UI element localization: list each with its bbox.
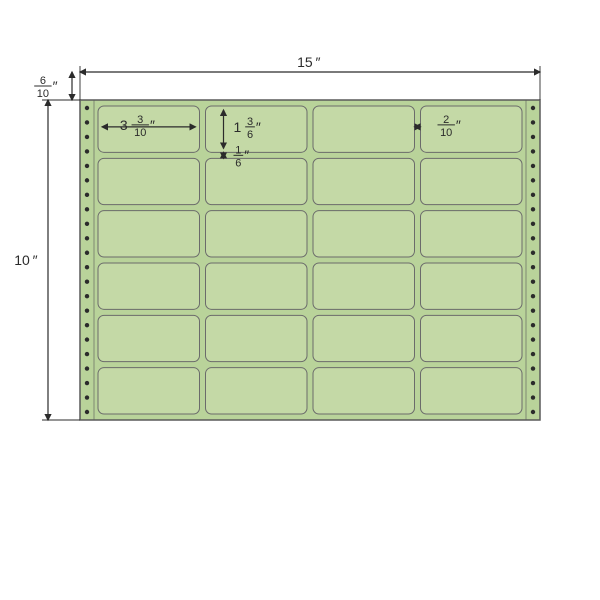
tractor-hole [85,164,89,168]
label-cell [206,368,308,414]
label-cell [313,263,415,309]
tractor-hole [531,149,535,153]
label-cell [421,211,523,257]
dim-den: 6 [235,157,241,169]
dim-den: 10 [134,127,146,139]
tractor-hole [85,207,89,211]
dimension-label: 10″ [14,252,37,268]
dim-den: 10 [440,127,452,139]
label-cell [98,106,200,152]
label-cell [421,263,523,309]
dimension-label: 15″ [297,54,320,70]
dim-suffix: ″ [256,119,261,135]
tractor-hole [85,366,89,370]
tractor-hole [85,193,89,197]
dim-den: 6 [247,129,253,141]
dim-whole: 3 [120,117,128,133]
tractor-hole [531,120,535,124]
label-cell [98,315,200,361]
dim-num: 6 [40,75,46,87]
label-cell [421,315,523,361]
tractor-hole [85,178,89,182]
label-cell [421,158,523,204]
tractor-hole [85,381,89,385]
tractor-hole [85,308,89,312]
tractor-hole [531,164,535,168]
label-cell [313,211,415,257]
label-cell [313,106,415,152]
dim-whole: 1 [234,119,242,135]
dim-suffix: ″ [244,147,249,163]
label-cell [313,368,415,414]
tractor-hole [531,178,535,182]
dim-num: 3 [247,116,253,128]
label-cell [206,315,308,361]
label-cell [206,211,308,257]
tractor-hole [85,251,89,255]
dim-suffix: ″ [33,252,38,268]
tractor-hole [85,236,89,240]
dim-suffix: ″ [53,78,58,94]
tractor-hole [85,135,89,139]
tractor-hole [531,106,535,110]
label-cell [98,368,200,414]
tractor-hole [531,236,535,240]
tractor-hole [531,352,535,356]
dim-num: 1 [235,144,241,156]
dim-num: 2 [443,114,449,126]
dim-suffix: ″ [315,54,320,70]
tractor-hole [85,280,89,284]
label-cell [206,158,308,204]
tractor-hole [531,265,535,269]
tractor-hole [531,280,535,284]
tractor-hole [85,149,89,153]
tractor-hole [531,251,535,255]
label-cell [421,106,523,152]
tractor-hole [531,381,535,385]
tractor-hole [531,193,535,197]
label-cell [98,158,200,204]
label-cell [421,368,523,414]
tractor-hole [85,222,89,226]
dim-whole: 10 [14,252,30,268]
tractor-hole [531,222,535,226]
tractor-hole [531,410,535,414]
tractor-hole [85,120,89,124]
tractor-hole [531,323,535,327]
dim-whole: 15 [297,54,313,70]
label-cell [313,315,415,361]
tractor-hole [531,366,535,370]
dim-suffix: ″ [456,117,461,133]
tractor-hole [531,207,535,211]
tractor-hole [85,323,89,327]
tractor-hole [531,294,535,298]
tractor-hole [85,106,89,110]
label-cell [98,211,200,257]
tractor-hole [85,352,89,356]
label-cell [98,263,200,309]
label-cell [313,158,415,204]
tractor-hole [85,294,89,298]
dim-den: 10 [37,88,49,100]
tractor-hole [85,410,89,414]
tractor-hole [531,395,535,399]
tractor-hole [531,308,535,312]
dim-num: 3 [137,114,143,126]
tractor-hole [85,395,89,399]
dim-suffix: ″ [150,117,155,133]
tractor-hole [531,337,535,341]
label-cell [206,263,308,309]
tractor-hole [531,135,535,139]
tractor-hole [85,337,89,341]
tractor-hole [85,265,89,269]
